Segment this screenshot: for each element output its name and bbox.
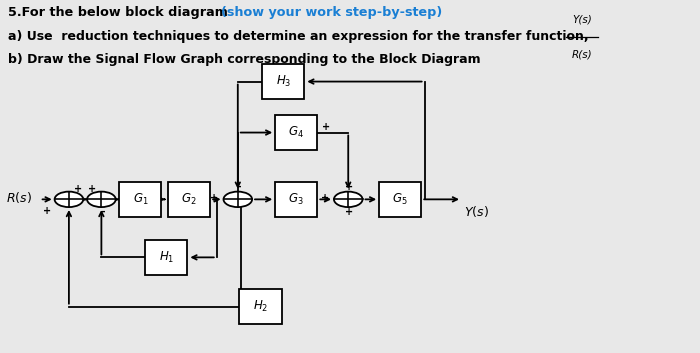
Text: $H_3$: $H_3$ bbox=[276, 74, 291, 89]
Circle shape bbox=[87, 192, 116, 207]
Circle shape bbox=[55, 192, 83, 207]
Text: $H_1$: $H_1$ bbox=[159, 250, 174, 265]
Text: $Y(s)$: $Y(s)$ bbox=[464, 204, 489, 219]
Text: $R(s)$: $R(s)$ bbox=[6, 190, 32, 205]
Text: -: - bbox=[100, 207, 105, 217]
FancyBboxPatch shape bbox=[275, 115, 317, 150]
Text: $G_3$: $G_3$ bbox=[288, 192, 304, 207]
Text: +: + bbox=[74, 184, 82, 194]
Text: $G_1$: $G_1$ bbox=[132, 192, 148, 207]
Text: +: + bbox=[321, 193, 329, 203]
Text: (show your work step-by-step): (show your work step-by-step) bbox=[221, 6, 442, 19]
Text: a) Use  reduction techniques to determine an expression for the transfer functio: a) Use reduction techniques to determine… bbox=[8, 30, 594, 42]
Text: +: + bbox=[322, 122, 330, 132]
Text: +: + bbox=[346, 182, 354, 192]
Text: +: + bbox=[88, 184, 97, 194]
FancyBboxPatch shape bbox=[262, 64, 304, 99]
Text: $G_4$: $G_4$ bbox=[288, 125, 304, 140]
Text: Y(s): Y(s) bbox=[572, 14, 592, 25]
FancyBboxPatch shape bbox=[145, 240, 188, 275]
Circle shape bbox=[223, 192, 252, 207]
Text: $G_5$: $G_5$ bbox=[393, 192, 408, 207]
FancyBboxPatch shape bbox=[275, 182, 317, 217]
Text: $G_2$: $G_2$ bbox=[181, 192, 197, 207]
Circle shape bbox=[334, 192, 363, 207]
Text: 5.For the below block diagram: 5.For the below block diagram bbox=[8, 6, 233, 19]
Text: +: + bbox=[43, 206, 51, 216]
FancyBboxPatch shape bbox=[119, 182, 162, 217]
Text: $H_2$: $H_2$ bbox=[253, 299, 268, 314]
Text: -: - bbox=[237, 182, 242, 192]
FancyBboxPatch shape bbox=[379, 182, 421, 217]
Text: b) Draw the Signal Flow Graph corresponding to the Block Diagram: b) Draw the Signal Flow Graph correspond… bbox=[8, 53, 481, 66]
Text: R(s): R(s) bbox=[572, 49, 592, 59]
Text: +: + bbox=[211, 193, 218, 203]
FancyBboxPatch shape bbox=[168, 182, 210, 217]
FancyBboxPatch shape bbox=[239, 289, 281, 324]
Text: +: + bbox=[346, 207, 354, 217]
